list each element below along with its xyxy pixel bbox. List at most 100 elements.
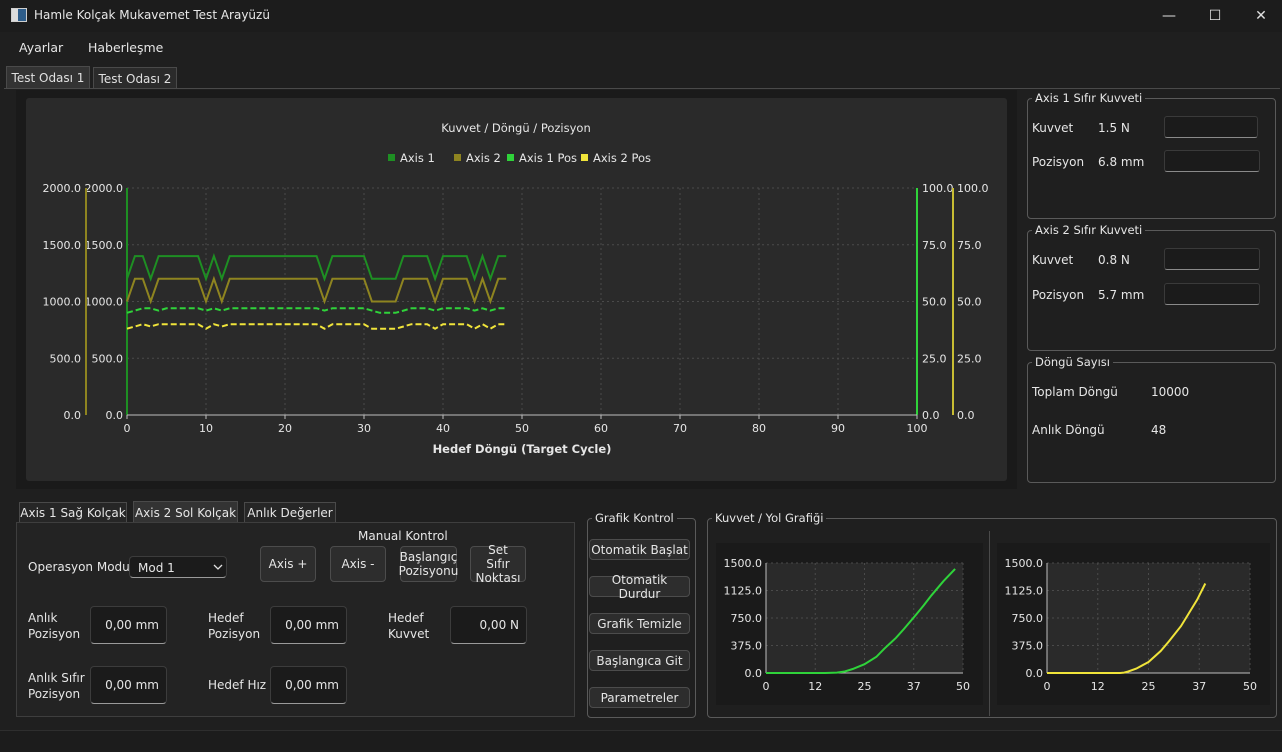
status-bar [0,730,1282,752]
y-left-inner-tick-label: 500.0 [92,352,124,365]
y-left-outer-tick-label: 0.0 [64,409,82,422]
legend-label-3: Axis 1 Pos [519,151,577,165]
x-tick-label: 12 [1091,680,1105,693]
axis2-kuvvet-field[interactable] [1164,248,1260,270]
axis2-zero-group: Axis 2 Sıfır Kuvveti Kuvvet 0.8 N Pozisy… [1027,223,1276,351]
y-right-inner-tick-label: 50.0 [922,296,947,309]
y-tick-label: 750.0 [731,612,763,625]
op-mode-value: Mod 1 [138,561,175,575]
op-mode-label: Operasyon Modu: [28,560,134,574]
axis2-kuvvet-label: Kuvvet [1032,253,1074,267]
anlik-dongu-value: 48 [1151,423,1167,437]
x-tick-label: 25 [858,680,872,693]
axis-minus-button[interactable]: Axis - [330,546,386,582]
y-tick-label: 0.0 [1026,667,1044,680]
x-tick-label: 20 [278,422,292,435]
menu-ayarlar[interactable]: Ayarlar [19,40,64,55]
tab-test-odasi-1[interactable]: Test Odası 1 [6,66,90,89]
y-left-inner-tick-label: 1500.0 [85,239,124,252]
x-tick-label: 90 [831,422,845,435]
axis1-zero-title: Axis 1 Sıfır Kuvveti [1032,91,1146,105]
y-right-outer-tick-label: 75.0 [957,239,982,252]
axis2-pozisyon-field[interactable] [1164,283,1260,305]
series-line-1 [126,253,507,282]
y-left-outer-tick-label: 500.0 [50,352,82,365]
tab-anlik-degerler[interactable]: Anlık Değerler [244,502,336,523]
x-tick-label: 50 [956,680,970,693]
close-button[interactable]: ✕ [1255,8,1267,24]
x-tick-label: 0 [763,680,770,693]
axis2-pozisyon-label: Pozisyon [1032,288,1085,302]
y-tick-label: 1500.0 [1005,557,1044,570]
clear-graph-button[interactable]: Grafik Temizle [589,613,690,634]
main-chart: Kuvvet / Döngü / Pozisyon Axis 1 Axis 2 Ax… [43,121,989,456]
chart-series [126,253,507,330]
menu-haberlesme[interactable]: Haberleşme [88,40,164,55]
parameters-button[interactable]: Parametreler [589,687,690,708]
force-path-chart-1-container: 0 12 25 37 50 0.0 375.0 750.0 1125.0 1500.0 [716,543,983,705]
y-left-inner-tick-label: 0.0 [106,409,124,422]
anlik-sifir-pozisyon-field[interactable]: 0,00 mm [90,666,167,704]
tab-axis1-sag-kolcak[interactable]: Axis 1 Sağ Kolçak [19,502,127,523]
y-right-outer-tick-label: 100.0 [957,182,989,195]
tab-axis2-sol-kolcak[interactable]: Axis 2 Sol Kolçak [133,501,238,523]
legend-swatch-1 [388,154,395,161]
minimize-button[interactable]: — [1162,8,1176,24]
tab-test-odasi-2[interactable]: Test Odası 2 [93,67,177,89]
axis2-kuvvet-value: 0.8 N [1098,253,1130,267]
auto-start-button[interactable]: Otomatik Başlat [589,539,690,560]
axis1-kuvvet-field[interactable] [1164,116,1258,138]
x-tick-label: 100 [907,422,928,435]
axis1-zero-group: Axis 1 Sıfır Kuvveti Kuvvet 1.5 N Pozisy… [1027,91,1276,219]
chart-legend: Axis 1 Axis 2 Axis 1 Pos Axis 2 Pos [388,151,651,165]
hedef-kuvvet-field[interactable]: 0,00 N [450,606,527,644]
x-tick-label: 30 [357,422,371,435]
x-tick-label: 0 [124,422,131,435]
chevron-down-icon [213,564,223,570]
maximize-button[interactable]: ☐ [1208,8,1222,24]
y-tick-label: 375.0 [1012,640,1044,653]
anlik-pozisyon-field[interactable]: 0,00 mm [90,606,167,644]
legend-label-2: Axis 2 [466,151,501,165]
anlik-sifir-pozisyon-label: Anlık Sıfır Pozisyon [28,671,85,701]
hedef-hiz-field[interactable]: 0,00 mm [270,666,347,704]
force-path-chart-2-container: 0 12 25 37 50 0.0 375.0 750.0 1125.0 1500.0 [997,543,1270,705]
set-zero-button[interactable]: Set Sıfır Noktası [470,543,526,585]
x-tick-label: 0 [1044,680,1051,693]
hedef-pozisyon-field[interactable]: 0,00 mm [270,606,347,644]
series-line-2 [126,275,507,305]
chart-grid [126,187,918,416]
auto-stop-button[interactable]: Otomatik Durdur [589,573,690,601]
cycle-count-group: Döngü Sayısı Toplam Döngü 10000 Anlık Dö… [1027,355,1276,483]
manual-control-title: Manual Kontrol [358,529,448,543]
x-tick-label: 60 [594,422,608,435]
legend-label-1: Axis 1 [400,151,435,165]
x-tick-label: 50 [1243,680,1257,693]
cycle-count-title: Döngü Sayısı [1032,355,1113,369]
app-icon [11,8,27,22]
start-position-button[interactable]: Başlangıç Pozisyonu [399,546,458,582]
force-path-group: Kuvvet / Yol Grafiği 0 12 25 37 50 0.0 375.0 75… [707,511,1277,718]
axis1-pozisyon-value: 6.8 mm [1098,155,1145,169]
y-right-outer-tick-label: 0.0 [957,409,975,422]
x-tick-label: 25 [1142,680,1156,693]
go-to-start-button[interactable]: Başlangıca Git [589,650,690,671]
op-mode-select[interactable]: Mod 1 [129,556,227,578]
anlik-dongu-label: Anlık Döngü [1032,423,1105,437]
y-left-inner-tick-label: 2000.0 [85,182,124,195]
splitter [989,531,990,716]
menu-bar: Ayarlar Haberleşme [0,34,1282,60]
axis1-pozisyon-field[interactable] [1164,150,1260,172]
series-line-4 [126,323,507,330]
x-tick-label: 37 [1192,680,1206,693]
hedef-pozisyon-label: Hedef Pozisyon [208,611,261,641]
axis2-zero-title: Axis 2 Sıfır Kuvveti [1032,223,1146,237]
x-tick-label: 50 [515,422,529,435]
axis1-kuvvet-label: Kuvvet [1032,121,1074,135]
series-line-1 [766,568,956,674]
y-right-outer-tick-label: 25.0 [957,352,982,365]
y-left-outer-tick-label: 1500.0 [43,239,82,252]
axis-plus-button[interactable]: Axis + [260,546,316,582]
y-right-inner-tick-label: 75.0 [922,239,947,252]
